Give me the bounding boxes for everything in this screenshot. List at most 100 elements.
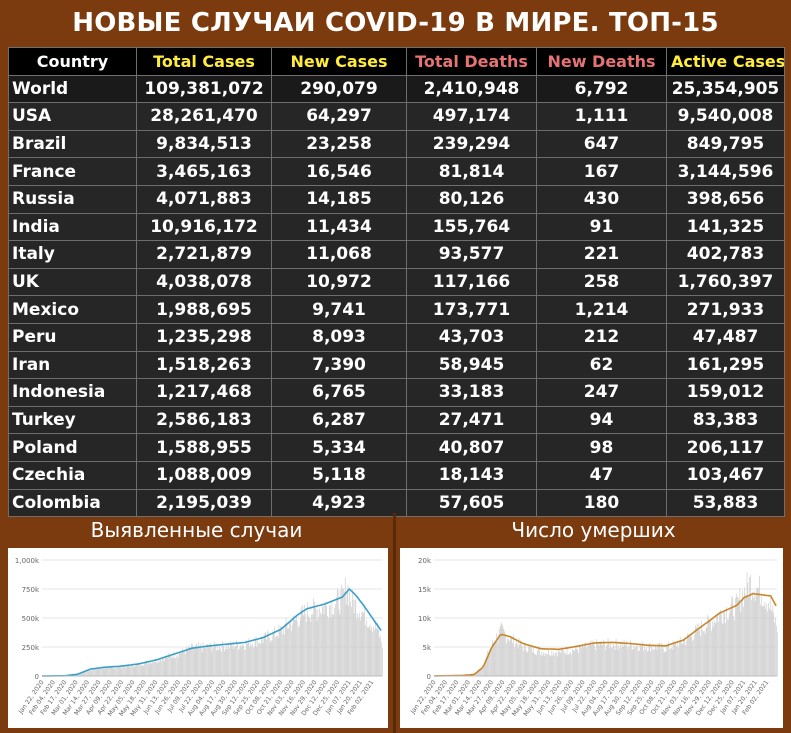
value-cell: 81,814 xyxy=(406,157,537,186)
daily-bar xyxy=(621,647,622,676)
daily-bar xyxy=(350,601,351,676)
daily-bar xyxy=(604,641,605,676)
daily-bar xyxy=(122,667,123,676)
daily-bar xyxy=(309,617,311,676)
daily-bar xyxy=(147,664,148,676)
daily-bar xyxy=(306,622,307,676)
daily-bar xyxy=(168,653,169,676)
daily-bar xyxy=(760,604,761,676)
daily-bar xyxy=(708,617,710,676)
daily-bar xyxy=(280,625,282,676)
daily-bar xyxy=(140,662,141,676)
daily-bar xyxy=(120,665,122,676)
value-cell: 109,381,072 xyxy=(136,74,272,104)
daily-bar xyxy=(303,615,305,676)
daily-bar xyxy=(113,668,115,676)
daily-bar xyxy=(607,638,609,676)
value-cell: 155,764 xyxy=(406,212,537,242)
daily-bar xyxy=(235,645,237,676)
daily-bar xyxy=(128,665,130,676)
daily-bar xyxy=(659,642,661,676)
daily-bar xyxy=(735,597,736,676)
daily-bar xyxy=(690,634,692,676)
daily-bar xyxy=(572,650,574,676)
daily-bar xyxy=(661,642,662,676)
country-cell: UK xyxy=(8,267,137,297)
daily-bar xyxy=(125,667,126,676)
col-header-country: Country xyxy=(8,47,137,76)
daily-bar xyxy=(175,657,176,676)
value-cell: 11,434 xyxy=(271,212,407,242)
daily-bar xyxy=(344,591,345,676)
daily-bar xyxy=(519,644,521,676)
daily-bar xyxy=(594,645,595,676)
value-cell: 4,923 xyxy=(271,488,407,518)
daily-bar xyxy=(665,651,667,676)
daily-bar xyxy=(606,644,608,676)
daily-bar xyxy=(106,666,108,676)
daily-bar xyxy=(368,627,370,676)
daily-bar xyxy=(151,663,153,676)
value-cell: 53,883 xyxy=(666,488,785,518)
daily-bar xyxy=(561,647,563,676)
value-cell: 2,410,948 xyxy=(406,74,537,104)
daily-bar xyxy=(126,666,128,676)
value-cell: 290,079 xyxy=(271,74,407,104)
value-cell: 159,012 xyxy=(666,378,785,407)
daily-bar xyxy=(169,654,170,676)
daily-bar xyxy=(477,670,479,676)
page-title: НОВЫЕ СЛУЧАИ COVID-19 В МИРЕ. ТОП-15 xyxy=(72,8,719,38)
daily-bar xyxy=(339,614,341,676)
daily-bar xyxy=(379,638,380,676)
daily-bar xyxy=(247,642,249,676)
daily-bar xyxy=(181,651,183,676)
daily-bar xyxy=(742,590,743,676)
daily-bar xyxy=(312,614,313,676)
daily-bar xyxy=(669,649,670,676)
daily-bar xyxy=(718,621,719,676)
daily-bar xyxy=(497,641,498,676)
daily-bar xyxy=(233,648,235,676)
daily-bar xyxy=(523,643,525,676)
daily-bar xyxy=(776,625,777,676)
daily-bar xyxy=(352,599,354,676)
country-cell: Russia xyxy=(8,184,137,214)
daily-bar xyxy=(258,643,259,676)
daily-bar xyxy=(101,668,102,676)
daily-bar xyxy=(648,644,650,676)
daily-bar xyxy=(768,603,769,676)
daily-bar xyxy=(253,646,255,676)
value-cell: 6,765 xyxy=(271,378,407,407)
daily-bar xyxy=(319,608,320,676)
value-cell: 27,471 xyxy=(406,405,537,435)
daily-bar xyxy=(739,587,741,676)
daily-bar xyxy=(613,646,615,676)
value-cell: 1,588,955 xyxy=(136,433,272,462)
daily-bar xyxy=(766,603,767,676)
daily-bar xyxy=(485,657,487,676)
deaths-panel-title: Число умерших xyxy=(511,518,676,542)
daily-bar xyxy=(359,620,361,676)
daily-bar xyxy=(499,628,500,676)
daily-bar xyxy=(761,606,763,676)
daily-bar xyxy=(237,643,238,676)
daily-bar xyxy=(537,650,538,676)
daily-bar xyxy=(345,604,347,676)
daily-bar xyxy=(723,611,725,676)
daily-bar xyxy=(656,650,658,676)
daily-bar xyxy=(86,670,87,676)
daily-bar xyxy=(728,613,730,676)
daily-bar xyxy=(170,657,172,676)
daily-bar xyxy=(97,668,99,676)
value-cell: 6,287 xyxy=(271,405,407,435)
daily-bar xyxy=(380,635,381,676)
daily-bar xyxy=(638,650,640,676)
daily-bar xyxy=(316,620,318,676)
daily-bar xyxy=(138,662,139,676)
daily-bar xyxy=(250,643,252,676)
daily-bar xyxy=(131,664,132,676)
daily-bar xyxy=(633,645,635,676)
daily-bar xyxy=(681,643,683,676)
daily-bar xyxy=(155,662,157,676)
